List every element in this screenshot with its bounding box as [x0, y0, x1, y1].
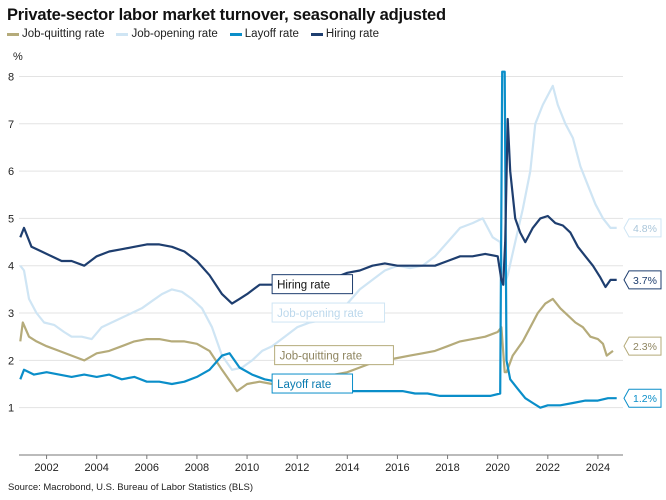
y-tick-label-3: 3 — [8, 308, 14, 320]
legend-item-hires[interactable]: Hiring rate — [310, 28, 379, 40]
y-tick-label-7: 7 — [8, 119, 14, 131]
y-tick-label-5: 5 — [8, 213, 14, 225]
y-tick-label-8: 8 — [8, 71, 14, 83]
series-line-hiring-rate — [19, 117, 617, 305]
y-axis-ticks: 1 2 3 4 5 6 7 8 — [8, 71, 14, 414]
inline-label-job-quitting-rate: Job-quitting rate — [274, 345, 394, 366]
x-tick-label-2004: 2004 — [84, 462, 108, 474]
x-tick-label-2012: 2012 — [285, 462, 309, 474]
x-tick-label-2022: 2022 — [536, 462, 560, 474]
end-label-text: 4.8% — [633, 223, 657, 235]
inline-label-hiring-rate: Hiring rate — [271, 274, 354, 295]
y-tick-label-4: 4 — [8, 261, 14, 273]
end-label-box — [623, 388, 662, 408]
legend-swatch-openings — [116, 32, 129, 36]
end-label-job-opening-rate: 4.8% — [623, 218, 662, 238]
end-label-box — [623, 218, 662, 238]
end-label-layoff-rate: 1.2% — [623, 388, 662, 408]
end-label-box — [623, 270, 662, 290]
legend-label-openings: Job-opening rate — [131, 28, 218, 40]
inline-series-labels: Job-quitting rate Job-opening rate Layoff … — [271, 274, 394, 394]
inline-label-box — [274, 345, 394, 366]
source-note: Source: Macrobond, U.S. Bureau of Labor … — [8, 482, 254, 493]
x-tick-label-2006: 2006 — [135, 462, 159, 474]
grid-lines — [19, 75, 623, 456]
end-label-box — [623, 336, 662, 356]
legend-label-layoffs: Layoff rate — [244, 28, 299, 40]
legend-swatch-quits — [7, 32, 19, 36]
inline-label-box — [271, 302, 386, 323]
legend-label-quits: Job-quitting rate — [22, 28, 105, 40]
legend-swatch-hires — [310, 32, 323, 36]
legend-swatch-layoffs — [229, 32, 242, 36]
x-tick-label-2024: 2024 — [586, 462, 610, 474]
y-tick-label-2: 2 — [8, 355, 14, 367]
x-axis-ticks: 2002 2004 2006 2008 2010 2012 2014 2016 2018 2020… — [34, 455, 610, 474]
chart-legend: Job-quitting rate Job-opening rate Layof… — [7, 28, 379, 40]
inline-label-job-opening-rate: Job-opening rate — [271, 302, 386, 323]
inline-label-layoff-rate: Layoff rate — [271, 373, 354, 394]
inline-label-text: Job-quitting rate — [280, 351, 362, 363]
end-label-hiring-rate: 3.7% — [623, 270, 662, 290]
inline-label-text: Layoff rate — [277, 379, 331, 391]
legend-item-openings[interactable]: Job-opening rate — [116, 28, 218, 40]
x-tick-label-2016: 2016 — [385, 462, 409, 474]
x-tick-label-2008: 2008 — [185, 462, 209, 474]
end-label-text: 1.2% — [633, 393, 657, 405]
x-tick-label-2018: 2018 — [435, 462, 459, 474]
inline-label-box — [271, 274, 354, 295]
x-tick-label-2010: 2010 — [235, 462, 259, 474]
series-line-job-opening-rate — [19, 84, 617, 371]
end-label-text: 2.3% — [633, 341, 657, 353]
series-line-job-quitting-rate — [19, 297, 614, 393]
end-value-labels: 2.3% 4.8% 1.2% 3.7% — [623, 218, 662, 408]
chart-title: Private-sector labor market turnover, se… — [7, 6, 446, 24]
end-label-text: 3.7% — [633, 275, 657, 287]
legend-label-hires: Hiring rate — [325, 28, 379, 40]
legend-item-quits[interactable]: Job-quitting rate — [7, 28, 104, 40]
inline-label-box — [271, 373, 354, 394]
y-axis-unit-label: % — [13, 51, 23, 63]
x-tick-label-2002: 2002 — [34, 462, 58, 474]
legend-item-layoffs[interactable]: Layoff rate — [229, 28, 299, 40]
inline-label-text: Hiring rate — [277, 280, 330, 292]
x-tick-label-2014: 2014 — [335, 462, 359, 474]
y-tick-label-1: 1 — [8, 403, 14, 415]
end-label-job-quitting-rate: 2.3% — [623, 336, 662, 356]
y-tick-label-6: 6 — [8, 166, 14, 178]
x-tick-label-2020: 2020 — [485, 462, 509, 474]
inline-label-text: Job-opening rate — [277, 308, 363, 320]
